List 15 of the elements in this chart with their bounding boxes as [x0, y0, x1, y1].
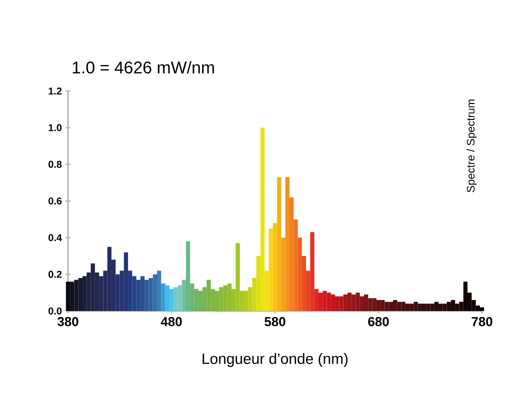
x-tick-label: 680 — [368, 317, 389, 326]
annotation: Spectre / Spectrum — [466, 100, 477, 192]
x-axis-title: Longueur d’onde (nm) — [202, 353, 348, 367]
y-tick-label: 1.2 — [48, 88, 62, 94]
x-tick-label: 380 — [57, 317, 78, 326]
y-tick-label: 0.2 — [48, 270, 62, 278]
chart-title: 1.0 = 4626 mW/nm — [72, 61, 214, 74]
x-tick-label: 780 — [472, 317, 492, 326]
y-tick-label: 0.0 — [48, 307, 62, 315]
x-tick-label: 480 — [160, 317, 182, 326]
x-tick-label: 580 — [264, 317, 286, 326]
y-tick-label: 0.6 — [48, 197, 62, 205]
y-tick-label: 0.4 — [48, 234, 62, 242]
y-tick-label: 1.0 — [48, 124, 62, 132]
y-tick-label: 0.8 — [48, 160, 62, 168]
